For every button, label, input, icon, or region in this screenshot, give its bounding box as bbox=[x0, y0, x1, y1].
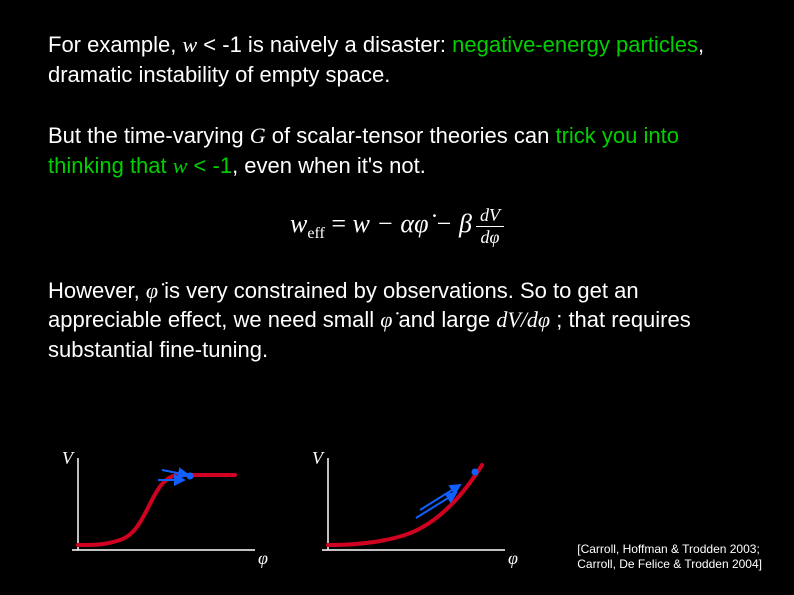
citation-line: [Carroll, Hoffman & Trodden 2003; bbox=[577, 542, 762, 558]
citation: [Carroll, Hoffman & Trodden 2003; Carrol… bbox=[577, 542, 762, 573]
var-phidot: φ̇ bbox=[380, 307, 392, 332]
var-w: w bbox=[183, 32, 198, 57]
paragraph-3: However, φ̇ is very constrained by obser… bbox=[48, 276, 746, 365]
paragraph-1: For example, w < -1 is naively a disaste… bbox=[48, 30, 746, 89]
svg-text:V: V bbox=[312, 450, 325, 468]
svg-text:V: V bbox=[62, 450, 75, 468]
var-dvdphi: dV/dφ bbox=[496, 307, 550, 332]
text: of scalar-tensor theories can bbox=[266, 123, 556, 148]
citation-line: Carroll, De Felice & Trodden 2004] bbox=[577, 557, 762, 573]
plot-1: Vφ bbox=[60, 450, 270, 570]
text: and large bbox=[392, 307, 496, 332]
svg-text:φ: φ bbox=[258, 548, 268, 568]
equation: weff = w − αφ̇ − βdVdφ bbox=[48, 205, 746, 248]
var-g: G bbox=[250, 123, 266, 148]
text: , even when it's not. bbox=[232, 153, 426, 178]
figure-1: Vφ bbox=[60, 450, 270, 575]
text: But the time-varying bbox=[48, 123, 250, 148]
svg-text:φ: φ bbox=[508, 548, 518, 568]
text: However, bbox=[48, 278, 146, 303]
text: < -1 is naively a disaster: bbox=[197, 32, 452, 57]
text: For example, bbox=[48, 32, 183, 57]
slide: For example, w < -1 is naively a disaste… bbox=[0, 0, 794, 595]
var-phidot: φ̇ bbox=[146, 278, 158, 303]
figure-2: Vφ bbox=[310, 450, 520, 575]
plot-2: Vφ bbox=[310, 450, 520, 570]
figures-row: Vφ Vφ bbox=[60, 450, 520, 575]
paragraph-2: But the time-varying G of scalar-tensor … bbox=[48, 121, 746, 180]
highlight: negative-energy particles bbox=[452, 32, 698, 57]
